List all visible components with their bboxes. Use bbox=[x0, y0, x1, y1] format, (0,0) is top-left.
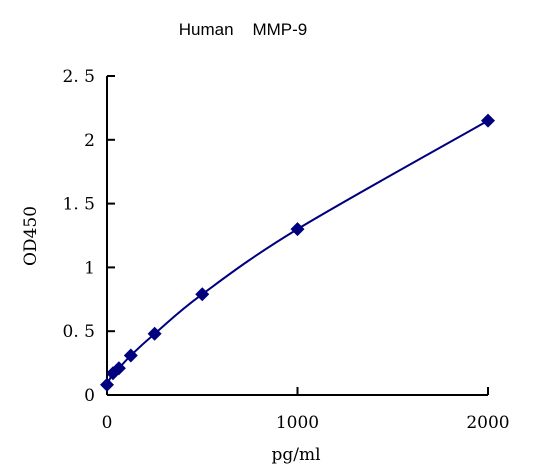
x-axis-title: pg/ml bbox=[271, 445, 320, 465]
y-axis-title: OD450 bbox=[21, 206, 41, 266]
y-tick-label: 2 bbox=[84, 131, 95, 151]
y-tick-label: 0 bbox=[84, 386, 95, 406]
x-tick-label: 1000 bbox=[276, 413, 319, 433]
fit-curve bbox=[107, 121, 488, 385]
y-tick-label: 1. 5 bbox=[63, 195, 95, 215]
data-point-marker bbox=[481, 114, 495, 128]
data-point-marker bbox=[291, 222, 305, 236]
y-tick-label: 2. 5 bbox=[63, 67, 95, 87]
data-point-marker bbox=[100, 378, 114, 392]
x-tick-label: 2000 bbox=[466, 413, 509, 433]
y-tick-label: 0. 5 bbox=[63, 322, 95, 342]
y-tick-label: 1 bbox=[84, 258, 95, 278]
x-tick-label: 0 bbox=[102, 413, 113, 433]
